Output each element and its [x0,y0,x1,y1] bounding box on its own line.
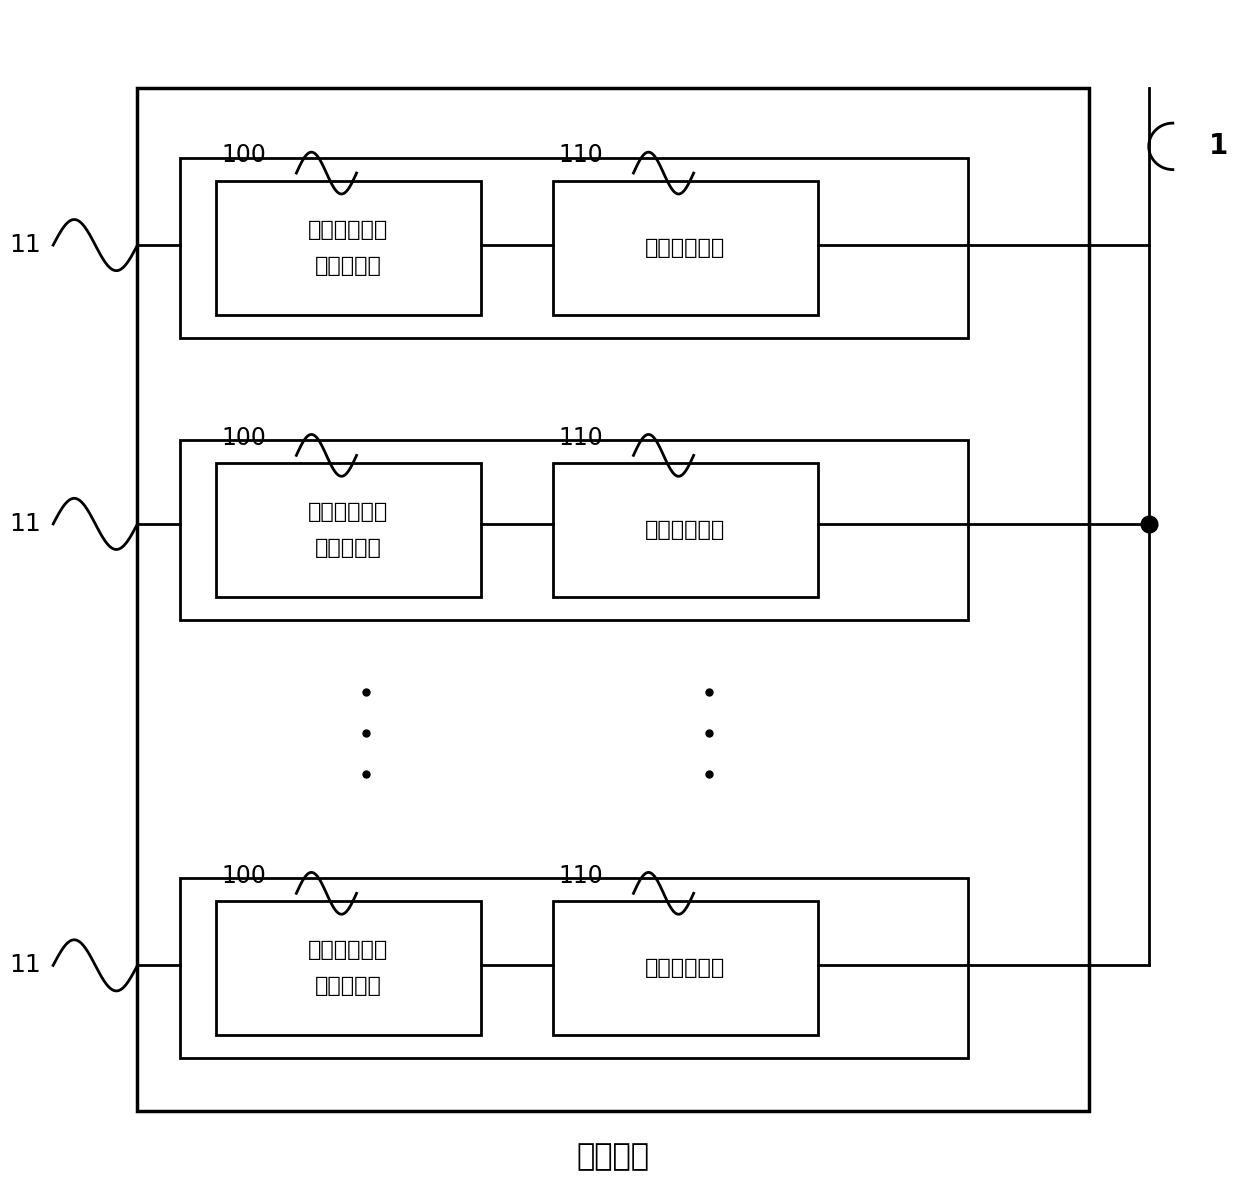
Text: 被直接使用的
梯次电池包: 被直接使用的 梯次电池包 [308,940,388,997]
Text: 电压转换模块: 电压转换模块 [645,239,725,257]
Text: 1: 1 [1209,132,1228,161]
Text: 被直接使用的
梯次电池包: 被直接使用的 梯次电池包 [308,220,388,276]
Bar [216,901,481,1035]
Text: 100: 100 [222,863,267,887]
Text: 110: 110 [559,143,604,168]
Text: 被直接使用的
梯次电池包: 被直接使用的 梯次电池包 [308,502,388,559]
Text: 100: 100 [222,143,267,168]
Bar [216,463,481,598]
Bar [553,463,817,598]
Text: 100: 100 [222,425,267,450]
Text: 110: 110 [559,863,604,887]
Text: 110: 110 [559,425,604,450]
Bar [553,181,817,315]
Bar [216,181,481,315]
Bar [180,158,968,338]
Bar [138,89,1089,1110]
Bar [180,879,968,1058]
Text: 11: 11 [10,511,41,536]
Bar [553,901,817,1035]
Text: 电压转换模块: 电压转换模块 [645,521,725,540]
Text: 储能系统: 储能系统 [577,1142,650,1172]
Text: 电压转换模块: 电压转换模块 [645,958,725,978]
Bar [180,441,968,620]
Text: 11: 11 [10,233,41,257]
Text: 11: 11 [10,953,41,978]
